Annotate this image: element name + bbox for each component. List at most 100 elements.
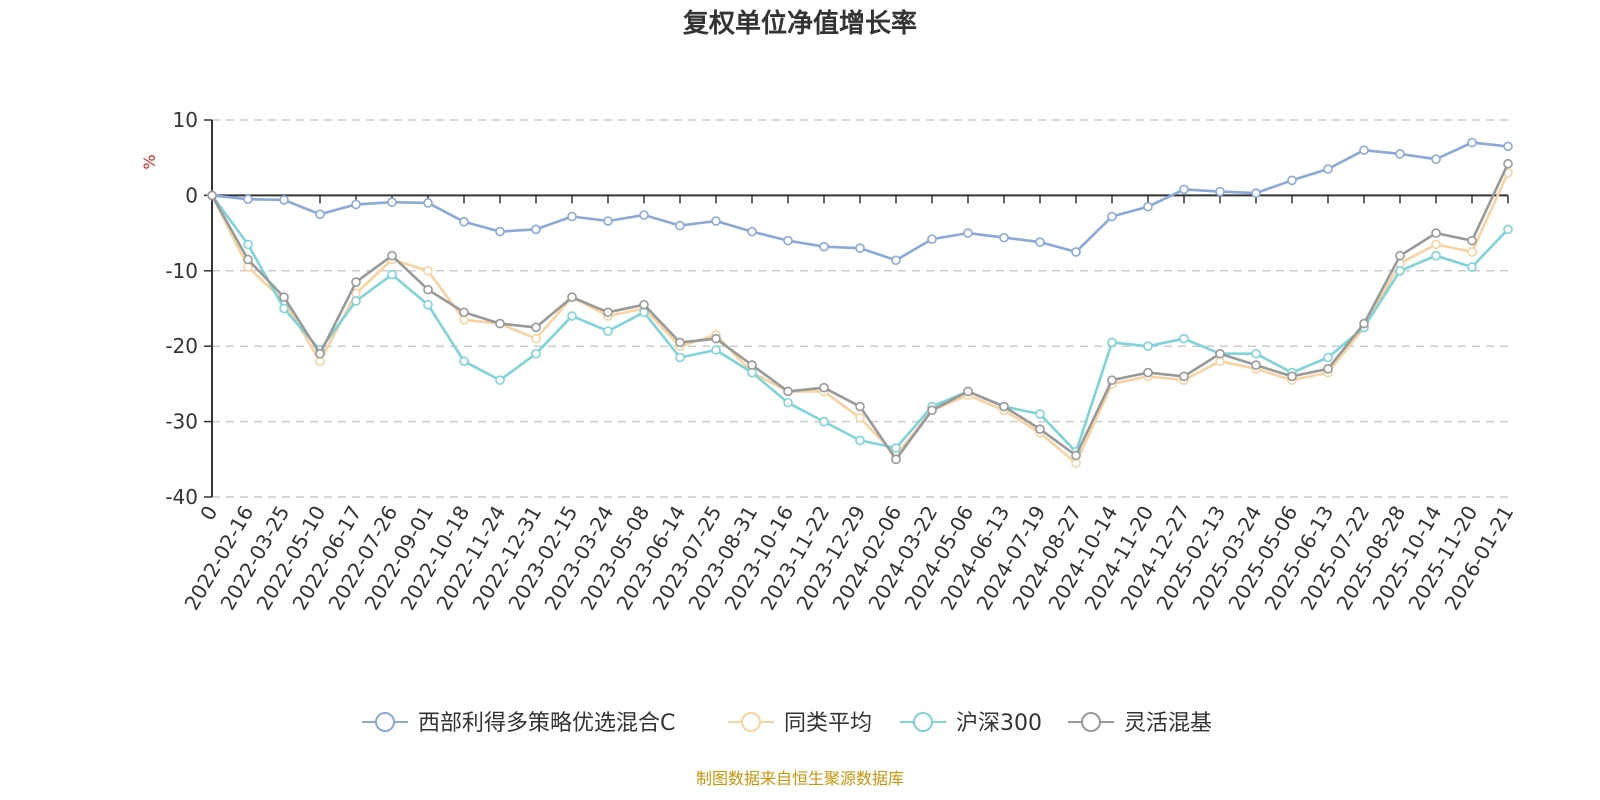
series-0 bbox=[207, 137, 1513, 266]
data-point bbox=[747, 226, 757, 237]
series-1 bbox=[207, 167, 1513, 468]
data-point bbox=[1395, 265, 1405, 276]
data-point bbox=[279, 292, 289, 302]
data-point bbox=[819, 416, 829, 427]
data-source-note: 制图数据来自恒生聚源数据库 bbox=[696, 769, 904, 788]
legend-label: 西部利得多策略优选混合C bbox=[418, 711, 675, 736]
data-point bbox=[639, 299, 649, 310]
data-point bbox=[1323, 352, 1333, 363]
axes bbox=[204, 119, 1509, 498]
y-tick-label: -30 bbox=[165, 410, 198, 434]
data-point bbox=[999, 232, 1009, 243]
data-point bbox=[999, 401, 1009, 412]
legend-item[interactable]: 西部利得多策略优选混合C bbox=[362, 711, 675, 736]
data-point bbox=[783, 235, 793, 246]
data-point bbox=[927, 405, 937, 416]
data-point bbox=[855, 401, 865, 412]
legend-marker bbox=[913, 712, 933, 732]
data-point bbox=[351, 199, 361, 210]
data-point bbox=[1107, 375, 1117, 385]
data-point bbox=[963, 228, 973, 238]
data-point bbox=[495, 226, 505, 237]
data-point bbox=[855, 435, 865, 446]
data-point bbox=[711, 333, 721, 344]
data-point bbox=[1431, 250, 1441, 261]
data-point bbox=[855, 243, 865, 253]
data-point bbox=[1503, 224, 1513, 235]
legend-label: 灵活混基 bbox=[1124, 711, 1212, 736]
data-point bbox=[279, 195, 289, 205]
data-point bbox=[1431, 239, 1441, 250]
y-tick-label: 10 bbox=[173, 108, 198, 132]
y-tick-label: 0 bbox=[185, 183, 198, 207]
legend-item[interactable]: 沪深300 bbox=[900, 711, 1042, 736]
data-point bbox=[459, 216, 469, 227]
data-point bbox=[783, 397, 793, 408]
data-point bbox=[1143, 341, 1153, 352]
data-point bbox=[1431, 228, 1441, 238]
data-point bbox=[1179, 184, 1189, 195]
data-point bbox=[243, 239, 253, 250]
data-point bbox=[1359, 318, 1369, 329]
y-tick-label: -20 bbox=[165, 334, 198, 358]
data-point bbox=[243, 194, 253, 204]
data-point bbox=[495, 318, 505, 329]
y-axis-unit: % bbox=[140, 154, 159, 169]
legend-marker bbox=[1081, 712, 1101, 732]
data-point bbox=[1503, 158, 1513, 169]
legend-item[interactable]: 同类平均 bbox=[728, 711, 872, 736]
data-point bbox=[603, 216, 613, 226]
data-point bbox=[459, 307, 469, 318]
data-point bbox=[855, 413, 865, 423]
data-point bbox=[711, 345, 721, 355]
data-point bbox=[891, 255, 901, 266]
legend-item[interactable]: 灵活混基 bbox=[1068, 711, 1212, 736]
legend-marker bbox=[375, 712, 395, 732]
data-point bbox=[1143, 201, 1153, 212]
data-point bbox=[279, 303, 289, 314]
data-point bbox=[1467, 262, 1477, 272]
series-3 bbox=[207, 158, 1513, 465]
data-point bbox=[567, 292, 577, 302]
data-point bbox=[1323, 164, 1333, 174]
data-point bbox=[1251, 348, 1261, 359]
y-tick-label: -40 bbox=[165, 485, 198, 509]
data-point bbox=[1359, 145, 1369, 155]
data-point bbox=[1035, 409, 1045, 419]
data-point bbox=[351, 277, 361, 287]
data-point bbox=[495, 375, 505, 385]
legend-label: 同类平均 bbox=[784, 711, 872, 736]
data-point bbox=[423, 299, 433, 310]
x-tick-labels: 02022-02-162022-03-252022-05-102022-06-1… bbox=[179, 502, 1518, 615]
data-point bbox=[315, 348, 325, 359]
data-point bbox=[1431, 154, 1441, 165]
y-tick-labels: 10 0 -10 -20 -30 -40 bbox=[165, 108, 198, 509]
data-point bbox=[603, 326, 613, 336]
data-point bbox=[1071, 247, 1081, 257]
data-point bbox=[1215, 186, 1225, 197]
data-point bbox=[675, 337, 685, 348]
data-point bbox=[531, 333, 541, 344]
data-point bbox=[1143, 367, 1153, 378]
data-point bbox=[1395, 250, 1405, 261]
data-point bbox=[603, 307, 613, 318]
data-point bbox=[891, 454, 901, 465]
data-point bbox=[1035, 424, 1045, 434]
data-point bbox=[927, 234, 937, 244]
data-point bbox=[1503, 141, 1513, 152]
data-point bbox=[207, 190, 217, 201]
data-point bbox=[1179, 371, 1189, 382]
data-point bbox=[1323, 364, 1333, 374]
data-point bbox=[1467, 235, 1477, 246]
data-point bbox=[243, 254, 253, 265]
data-point bbox=[1107, 211, 1117, 222]
data-point bbox=[567, 211, 577, 222]
data-point bbox=[531, 348, 541, 359]
data-point bbox=[423, 284, 433, 295]
data-point bbox=[1467, 247, 1477, 257]
data-point bbox=[675, 352, 685, 363]
data-point bbox=[1071, 450, 1081, 461]
data-point bbox=[675, 220, 685, 231]
data-point bbox=[1035, 237, 1045, 247]
data-point bbox=[567, 311, 577, 321]
